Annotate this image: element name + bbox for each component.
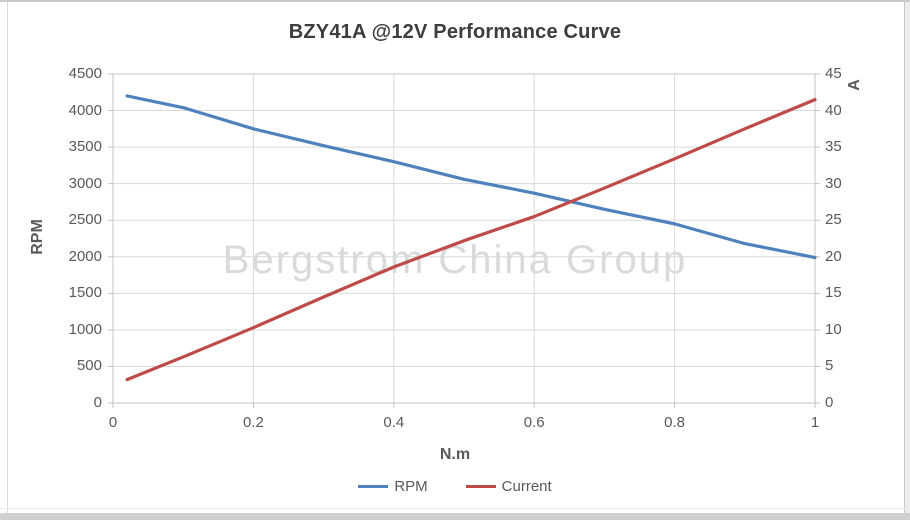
legend: RPM Current <box>0 476 910 496</box>
x-tick-label: 0.6 <box>523 414 545 431</box>
y-right-tick-label: 20 <box>825 247 842 265</box>
y-right-tick-label: 35 <box>825 138 842 156</box>
x-tick-label: 0 <box>108 414 118 431</box>
y-left-tick-label: 0 <box>93 394 102 411</box>
y-right-tick-label: 45 <box>825 65 842 82</box>
series-line-rpm <box>125 94 817 260</box>
rpm-line-swatch <box>358 484 389 488</box>
y-left-tick-label: 3500 <box>68 138 102 156</box>
y-left-tick-label: 4500 <box>68 65 102 82</box>
y-right-axis-title: A <box>846 79 863 91</box>
y-left-axis-title: RPM <box>29 219 46 255</box>
y-left-tick-label: 1000 <box>68 320 102 338</box>
current-line-swatch <box>465 484 496 488</box>
y-left-tick-label: 4000 <box>68 101 102 119</box>
window-bottom-hairline <box>0 508 910 509</box>
y-right-tick-label: 15 <box>825 284 842 302</box>
x-axis-title: N.m <box>439 446 471 463</box>
y-right-tick-label: 40 <box>825 101 842 119</box>
window-right-border <box>904 2 905 513</box>
x-tick-label: 0.4 <box>383 414 405 431</box>
x-tick-label: 1 <box>810 414 820 431</box>
x-tick-label: 0.8 <box>664 414 686 431</box>
window-top-edge <box>0 0 910 2</box>
y-left-tick-label: 1500 <box>68 284 102 302</box>
legend-label-current: Current <box>501 477 552 495</box>
window-left-border <box>7 2 8 520</box>
window-right-gutter <box>905 2 910 513</box>
chart-title: BZY41A @12V Performance Curve <box>288 21 622 43</box>
y-right-tick-label: 25 <box>825 211 842 229</box>
y-right-tick-label: 10 <box>825 320 842 338</box>
y-right-tick-label: 5 <box>825 357 834 375</box>
legend-item-current: Current <box>465 477 552 495</box>
y-left-tick-label: 3000 <box>68 174 102 192</box>
window-bottom-edge <box>0 513 910 520</box>
plot-border <box>112 73 816 404</box>
y-left-tick-label: 2000 <box>68 247 102 265</box>
x-tick-label: 0.2 <box>242 414 264 431</box>
y-right-tick-label: 0 <box>825 394 834 411</box>
y-left-tick-label: 2500 <box>68 211 102 229</box>
legend-label-rpm: RPM <box>394 477 428 495</box>
legend-item-rpm: RPM <box>358 477 428 495</box>
y-right-tick-label: 30 <box>825 174 842 192</box>
series-line-current <box>125 97 817 382</box>
y-left-tick-label: 500 <box>76 357 102 375</box>
